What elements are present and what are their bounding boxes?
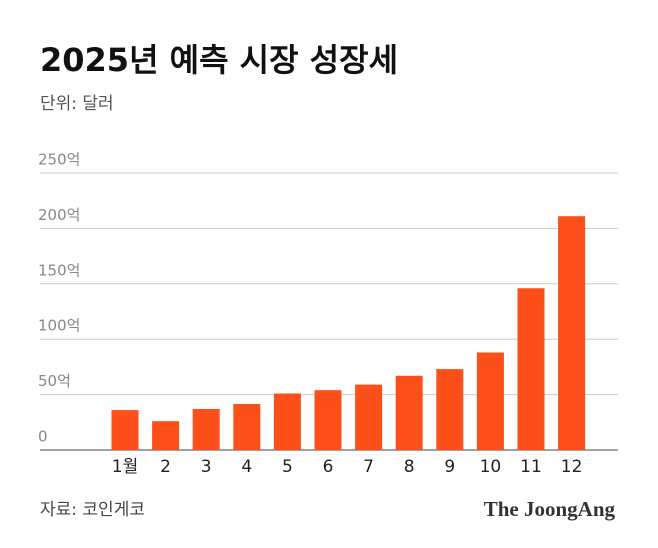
bar	[517, 288, 545, 450]
x-tick-label: 9	[444, 457, 455, 477]
chart-title: 2025년 예측 시장 성장세	[40, 41, 398, 79]
x-tick-label: 3	[201, 457, 212, 477]
bar	[233, 404, 261, 450]
y-tick-label: 50억	[38, 372, 71, 390]
y-tick-label: 0	[38, 428, 48, 446]
bar	[355, 384, 383, 450]
bar	[273, 393, 301, 450]
x-tick-label: 2	[160, 457, 171, 477]
bar	[558, 216, 586, 450]
x-tick-label: 4	[241, 457, 252, 477]
y-tick-label: 100억	[38, 317, 80, 335]
bar	[395, 375, 423, 450]
y-tick-label: 150억	[38, 261, 80, 279]
bar	[314, 390, 342, 450]
y-tick-label: 200억	[38, 206, 80, 224]
x-tick-label: 7	[363, 457, 374, 477]
brand-logo: The JoongAng	[484, 497, 616, 521]
bar	[192, 409, 220, 450]
chart-subtitle: 단위: 달러	[40, 94, 114, 114]
bar	[476, 352, 504, 450]
x-tick-label: 1월	[112, 457, 138, 477]
x-tick-label: 8	[404, 457, 415, 477]
y-tick-label: 250억	[38, 151, 80, 169]
x-tick-label: 6	[323, 457, 334, 477]
bar	[152, 421, 180, 450]
x-tick-label: 12	[561, 457, 583, 477]
x-tick-label: 11	[520, 457, 542, 477]
source: 자료: 코인게코	[40, 500, 145, 520]
bar	[111, 410, 139, 450]
x-tick-label: 5	[282, 457, 293, 477]
bar	[436, 369, 464, 450]
x-tick-label: 10	[480, 457, 502, 477]
